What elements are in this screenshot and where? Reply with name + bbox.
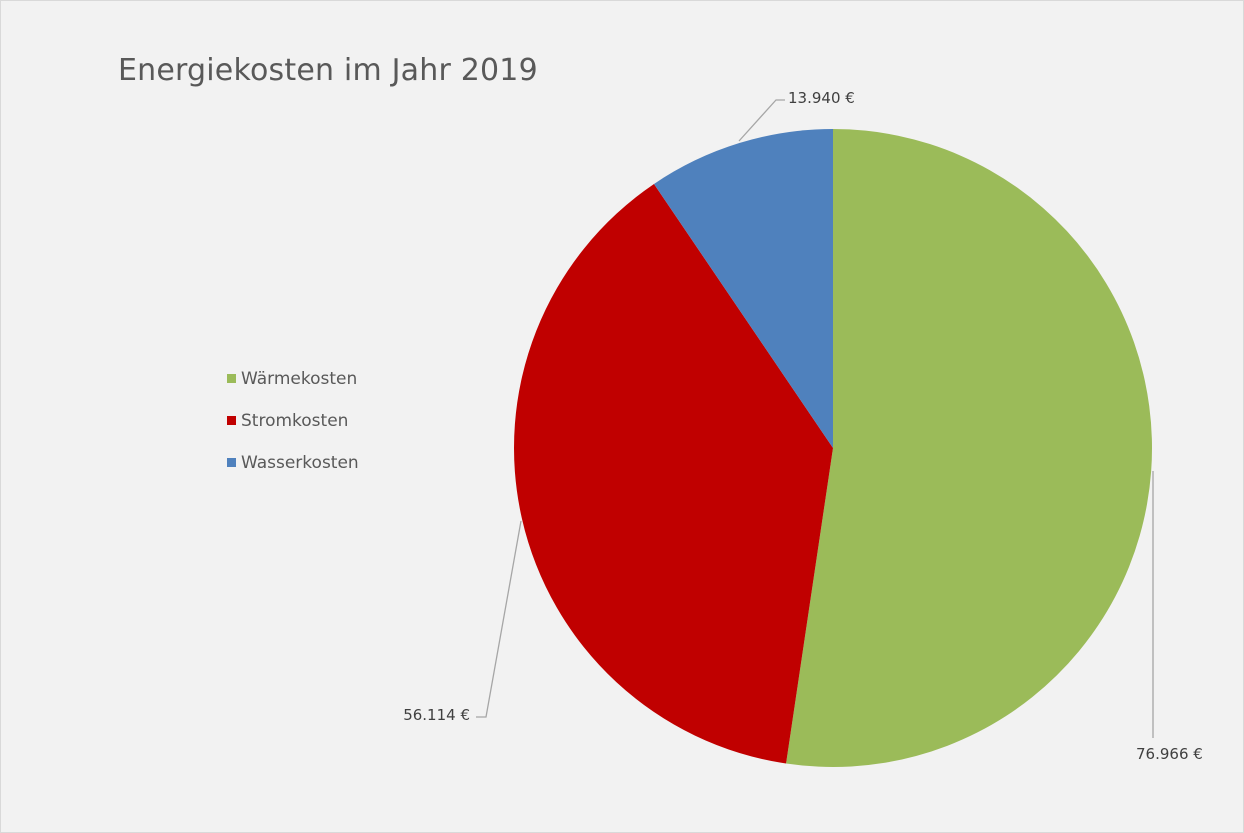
pie-slice-3 [653, 129, 833, 448]
legend-item-stromkosten: Stromkosten [227, 410, 359, 431]
legend: Wärmekosten Stromkosten Wasserkosten [227, 368, 359, 494]
pie-slice-2 [513, 183, 833, 764]
data-label: 56.114 € [403, 706, 470, 724]
data-label: 76.966 € [1136, 745, 1203, 763]
legend-swatch [227, 458, 236, 467]
data-label: 13.940 € [788, 89, 855, 107]
pie-slice-1 [786, 129, 1152, 767]
leader-line [476, 520, 522, 718]
legend-item-wasserkosten: Wasserkosten [227, 452, 359, 473]
chart-title: Energiekosten im Jahr 2019 [118, 53, 538, 88]
legend-swatch [227, 416, 236, 425]
legend-label: Stromkosten [241, 410, 349, 431]
legend-label: Wasserkosten [241, 452, 359, 473]
legend-swatch [227, 374, 236, 383]
leader-line [738, 99, 785, 142]
legend-item-waermekosten: Wärmekosten [227, 368, 359, 389]
legend-label: Wärmekosten [241, 368, 358, 389]
